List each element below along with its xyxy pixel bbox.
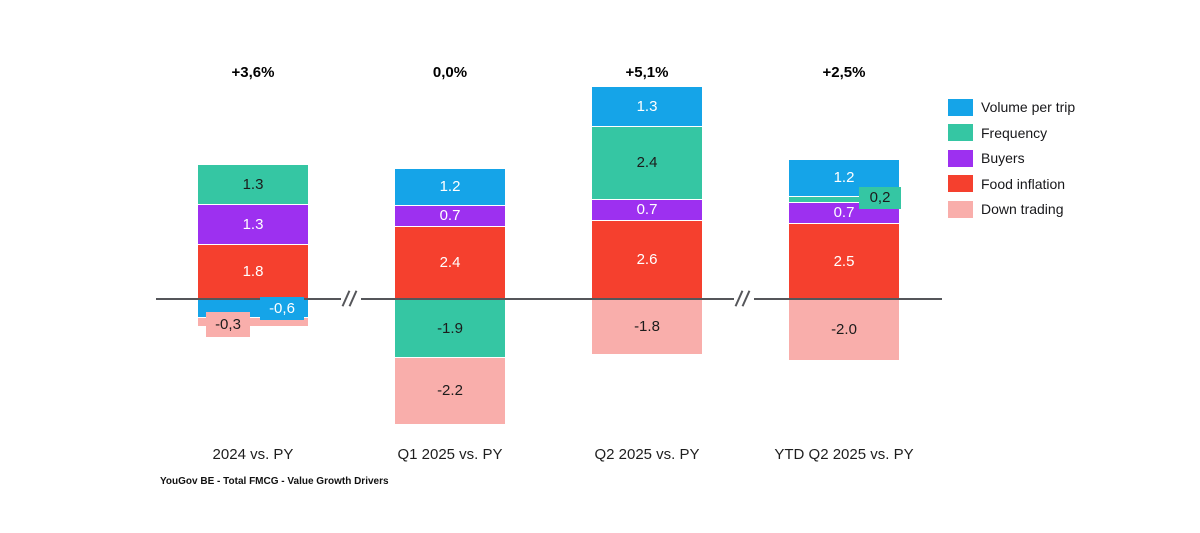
bar-segment-frequency: -1.9 [395, 300, 505, 357]
total-label: +5,1% [625, 64, 669, 81]
total-label: 0,0% [432, 64, 468, 81]
bar-segment-buyers: 0.7 [592, 200, 702, 220]
legend-item-volume-per-trip: Volume per trip [948, 98, 1075, 116]
legend-label: Volume per trip [981, 99, 1076, 115]
bar-segment-buyers: 0.7 [395, 206, 505, 226]
legend-item-buyers: Buyers [948, 149, 1075, 167]
segment-value-box-volume-per-trip: -0,6 [260, 296, 304, 320]
bar-segment-frequency: 1.3 [198, 165, 308, 204]
bar-segment-frequency: 2.4 [592, 127, 702, 199]
bar-segment-down-trading [198, 318, 308, 326]
legend: Volume per trip Frequency Buyers Food infla… [948, 98, 1075, 226]
legend-swatch-food-inflation [948, 175, 973, 192]
x-axis-line [156, 298, 942, 300]
bar-segment-frequency [789, 197, 899, 202]
legend-swatch-down-trading [948, 200, 973, 218]
bar-segment-down-trading: -2.2 [395, 358, 505, 424]
legend-label: Buyers [981, 150, 1025, 166]
legend-item-frequency: Frequency [948, 124, 1075, 142]
bar-segment-volume-per-trip: 1.3 [592, 87, 702, 126]
bar-segment-down-trading: -1.8 [592, 300, 702, 354]
bar-segment-down-trading: -2.0 [789, 300, 899, 360]
legend-item-down-trading: Down trading [948, 200, 1075, 218]
legend-label: Down trading [981, 201, 1064, 217]
axis-break-icon [734, 288, 754, 310]
legend-swatch-frequency [948, 124, 973, 141]
legend-label: Frequency [981, 124, 1048, 141]
axis-break-slash [741, 290, 751, 307]
bar-segment-food-inflation: 2.5 [789, 224, 899, 299]
legend-swatch-volume-per-trip [948, 98, 973, 116]
bar-segment-food-inflation: 2.4 [395, 227, 505, 299]
bar-segment-buyers: 1.3 [198, 205, 308, 244]
segment-value-box-down-trading: -0,3 [206, 311, 250, 337]
footnote: YouGov BE - Total FMCG - Value Growth Dr… [160, 476, 389, 487]
category-label: Q1 2025 vs. PY [397, 446, 503, 463]
legend-item-food-inflation: Food inflation [948, 175, 1075, 193]
legend-label: Food inflation [981, 175, 1066, 192]
total-label: +3,6% [231, 64, 275, 81]
category-label: 2024 vs. PY [212, 446, 294, 463]
axis-break-icon [341, 288, 361, 310]
segment-value-box-frequency: 0,2 [859, 187, 901, 209]
category-label: Q2 2025 vs. PY [594, 446, 700, 463]
axis-break-slash [348, 290, 358, 307]
legend-swatch-buyers [948, 149, 973, 167]
bar-segment-food-inflation: 1.8 [198, 245, 308, 299]
bar-segment-volume-per-trip: 1.2 [395, 169, 505, 205]
category-label: YTD Q2 2025 vs. PY [774, 446, 914, 463]
bar-segment-food-inflation: 2.6 [592, 221, 702, 299]
total-label: +2,5% [822, 64, 866, 81]
